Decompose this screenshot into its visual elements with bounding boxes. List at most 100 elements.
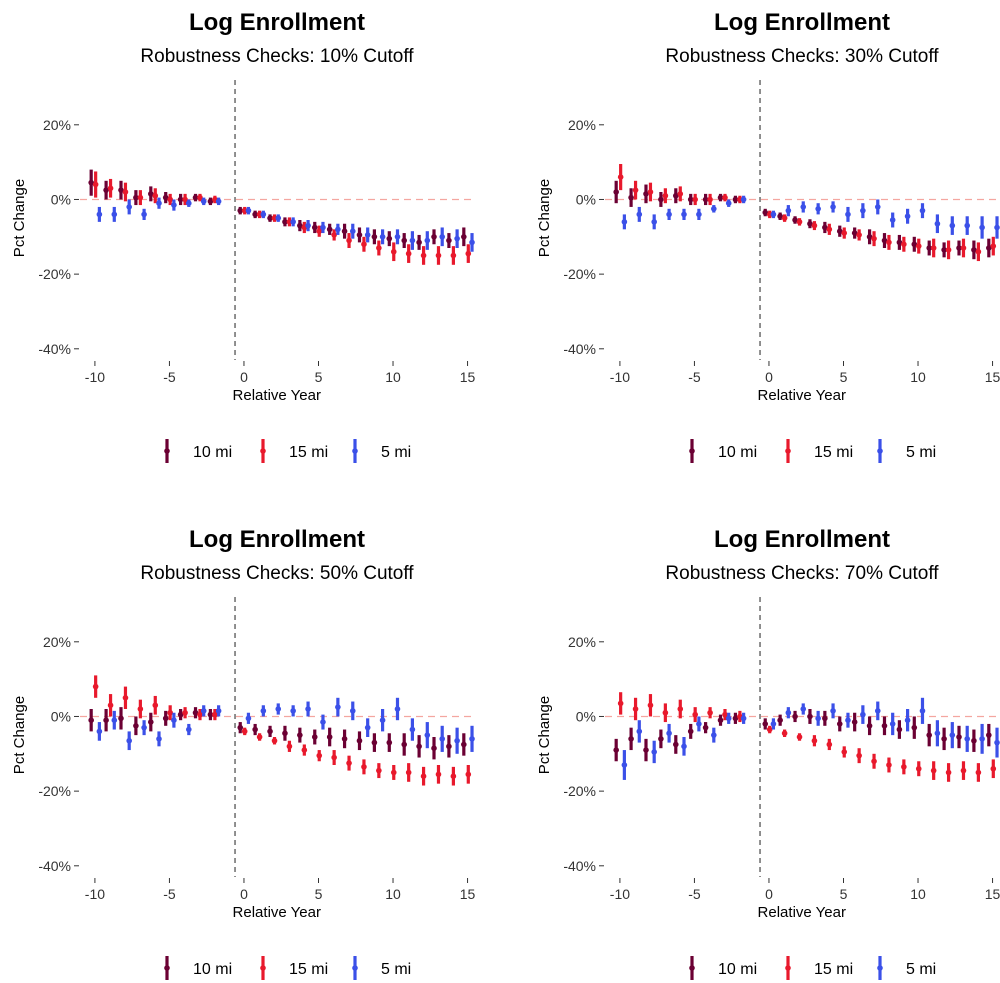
data-point bbox=[800, 706, 807, 712]
data-point bbox=[171, 202, 177, 208]
data-point bbox=[866, 234, 873, 240]
legend-key-point bbox=[164, 965, 170, 971]
data-point bbox=[777, 717, 783, 723]
legend-label: 15 mi bbox=[289, 961, 328, 978]
legend-key-point bbox=[785, 448, 791, 454]
y-tick-label: 20% bbox=[568, 117, 596, 133]
data-point bbox=[886, 239, 892, 246]
data-point bbox=[941, 736, 947, 742]
data-point bbox=[252, 726, 258, 733]
data-point bbox=[941, 247, 947, 253]
data-point bbox=[171, 717, 177, 723]
data-point bbox=[454, 235, 460, 242]
y-axis-title: Pct Change bbox=[11, 179, 28, 257]
data-point bbox=[152, 702, 159, 709]
data-point bbox=[197, 711, 203, 718]
data-point bbox=[990, 243, 997, 249]
legend-label: 5 mi bbox=[906, 961, 936, 978]
data-point bbox=[182, 196, 188, 203]
data-point bbox=[297, 222, 303, 229]
data-point bbox=[376, 245, 382, 251]
data-point bbox=[994, 224, 1000, 231]
x-axis-title: Relative Year bbox=[233, 904, 321, 921]
x-tick-label: 15 bbox=[985, 886, 1000, 902]
legend-key-point bbox=[352, 448, 358, 454]
data-point bbox=[822, 224, 828, 231]
data-point bbox=[687, 196, 694, 203]
legend-label: 5 mi bbox=[381, 444, 411, 461]
data-point bbox=[446, 237, 452, 244]
data-point bbox=[964, 736, 971, 742]
data-point bbox=[96, 211, 103, 218]
data-point bbox=[904, 717, 911, 723]
data-point bbox=[275, 706, 282, 712]
data-point bbox=[103, 187, 109, 193]
chart-subtitle: Robustness Checks: 30% Cutoff bbox=[665, 46, 939, 67]
data-point bbox=[826, 741, 833, 748]
x-tick-label: -5 bbox=[163, 369, 176, 385]
data-point bbox=[301, 747, 308, 753]
data-point bbox=[681, 743, 687, 750]
data-point bbox=[651, 219, 657, 225]
x-tick-label: 5 bbox=[840, 369, 848, 385]
legend-label: 5 mi bbox=[906, 444, 936, 461]
data-point bbox=[103, 717, 109, 723]
data-point bbox=[420, 773, 427, 779]
legend-label: 15 mi bbox=[814, 961, 853, 978]
data-point bbox=[662, 192, 669, 199]
x-tick-label: -5 bbox=[688, 886, 701, 902]
data-point bbox=[613, 189, 619, 195]
data-point bbox=[975, 769, 982, 776]
data-point bbox=[297, 732, 303, 738]
data-point bbox=[677, 706, 684, 712]
data-point bbox=[469, 239, 475, 246]
data-point bbox=[874, 204, 881, 210]
data-point bbox=[732, 196, 739, 203]
data-point bbox=[866, 723, 873, 729]
legend: 10 mi 15 mi 5 mi bbox=[689, 956, 936, 980]
data-point bbox=[860, 711, 866, 718]
data-point bbox=[424, 237, 431, 244]
data-point bbox=[364, 232, 371, 238]
data-point bbox=[88, 179, 94, 186]
data-point bbox=[341, 228, 348, 234]
data-point bbox=[643, 191, 649, 197]
data-point bbox=[162, 715, 169, 722]
data-point bbox=[401, 741, 407, 748]
data-point bbox=[361, 241, 367, 248]
data-point bbox=[148, 719, 154, 725]
data-point bbox=[92, 181, 99, 188]
data-point bbox=[696, 721, 702, 727]
data-point bbox=[454, 737, 460, 744]
x-tick-label: -5 bbox=[163, 886, 176, 902]
data-point bbox=[167, 196, 173, 203]
data-point bbox=[651, 749, 657, 755]
data-point bbox=[96, 728, 103, 735]
x-axis-title: Relative Year bbox=[758, 387, 846, 404]
x-tick-label: 5 bbox=[315, 886, 323, 902]
data-point bbox=[326, 734, 333, 740]
data-point bbox=[725, 715, 732, 722]
y-tick-label: 0% bbox=[51, 708, 71, 724]
data-point bbox=[133, 194, 139, 201]
data-point bbox=[975, 248, 982, 255]
data-point bbox=[822, 715, 828, 722]
data-point bbox=[461, 741, 467, 748]
data-point bbox=[871, 235, 877, 242]
data-point bbox=[692, 196, 698, 203]
data-point bbox=[192, 709, 199, 716]
y-tick-label: 0% bbox=[576, 708, 596, 724]
data-point bbox=[658, 196, 664, 203]
data-point bbox=[926, 245, 932, 251]
data-point bbox=[118, 187, 124, 193]
data-point bbox=[200, 708, 207, 714]
y-tick-label: -20% bbox=[563, 266, 596, 282]
x-tick-label: 15 bbox=[460, 369, 476, 385]
data-point bbox=[215, 198, 222, 205]
data-point bbox=[717, 194, 724, 201]
data-point bbox=[446, 743, 452, 750]
x-tick-label: -10 bbox=[85, 369, 105, 385]
data-point bbox=[673, 741, 679, 748]
y-tick-label: -20% bbox=[563, 783, 596, 799]
